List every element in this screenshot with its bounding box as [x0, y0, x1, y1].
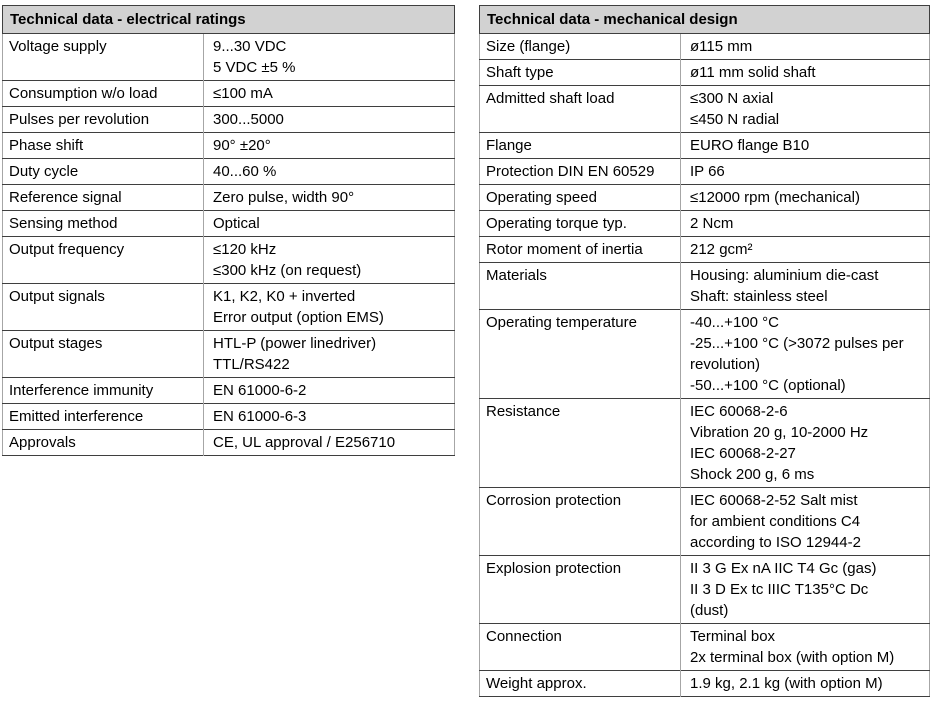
table-row: Corrosion protection IEC 60068-2-52 Salt … [479, 487, 930, 556]
spec-value: Housing: aluminium die-cast Shaft: stain… [680, 262, 930, 310]
spec-value: EURO flange B10 [680, 132, 930, 159]
spec-label: Weight approx. [479, 670, 681, 697]
spec-label: Emitted interference [2, 403, 204, 430]
spec-value: EN 61000-6-3 [203, 403, 455, 430]
table-row: Resistance IEC 60068-2-6 Vibration 20 g, … [479, 398, 930, 488]
table-row: Shaft type ø11 mm solid shaft [479, 59, 930, 86]
spec-label: Operating temperature [479, 309, 681, 399]
table-row: Explosion protection II 3 G Ex nA IIC T4 … [479, 555, 930, 624]
spec-value: Optical [203, 210, 455, 237]
spec-label: Explosion protection [479, 555, 681, 624]
spec-value: HTL-P (power linedriver) TTL/RS422 [203, 330, 455, 378]
table-row: Output frequency ≤120 kHz ≤300 kHz (on re… [2, 236, 455, 284]
spec-label: Sensing method [2, 210, 204, 237]
spec-value: 9...30 VDC 5 VDC ±5 % [203, 33, 455, 81]
spec-value: IEC 60068-2-6 Vibration 20 g, 10-2000 Hz… [680, 398, 930, 488]
table-row: Size (flange) ø115 mm [479, 33, 930, 60]
spec-label: Output frequency [2, 236, 204, 284]
spec-label: Materials [479, 262, 681, 310]
spec-label: Consumption w/o load [2, 80, 204, 107]
spec-value: 300...5000 [203, 106, 455, 133]
table-row: Protection DIN EN 60529 IP 66 [479, 158, 930, 185]
spec-value: ø11 mm solid shaft [680, 59, 930, 86]
electrical-ratings-table: Technical data - electrical ratings Volt… [2, 5, 455, 456]
spec-value: 90° ±20° [203, 132, 455, 159]
spec-label: Duty cycle [2, 158, 204, 185]
table-row: Flange EURO flange B10 [479, 132, 930, 159]
spec-label: Shaft type [479, 59, 681, 86]
spec-value: 1.9 kg, 2.1 kg (with option M) [680, 670, 930, 697]
table-header-row: Technical data - mechanical design [479, 5, 930, 34]
spec-label: Pulses per revolution [2, 106, 204, 133]
table-row: Reference signal Zero pulse, width 90° [2, 184, 455, 211]
spec-value: ≤12000 rpm (mechanical) [680, 184, 930, 211]
spec-label: Flange [479, 132, 681, 159]
spec-value: II 3 G Ex nA IIC T4 Gc (gas) II 3 D Ex t… [680, 555, 930, 624]
table-row: Materials Housing: aluminium die-cast Sha… [479, 262, 930, 310]
mechanical-design-table: Technical data - mechanical design Size … [479, 5, 930, 697]
table-row: Connection Terminal box 2x terminal box (… [479, 623, 930, 671]
spec-value: ≤120 kHz ≤300 kHz (on request) [203, 236, 455, 284]
spec-label: Connection [479, 623, 681, 671]
table-title: Technical data - electrical ratings [2, 5, 455, 34]
table-row: Phase shift 90° ±20° [2, 132, 455, 159]
spec-value: Terminal box 2x terminal box (with optio… [680, 623, 930, 671]
spec-label: Reference signal [2, 184, 204, 211]
spec-label: Interference immunity [2, 377, 204, 404]
spec-label: Phase shift [2, 132, 204, 159]
spec-label: Size (flange) [479, 33, 681, 60]
spec-value: Zero pulse, width 90° [203, 184, 455, 211]
spec-label: Output stages [2, 330, 204, 378]
spec-value: EN 61000-6-2 [203, 377, 455, 404]
spec-label: Corrosion protection [479, 487, 681, 556]
table-row: Output signals K1, K2, K0 + inverted Erro… [2, 283, 455, 331]
spec-value: IP 66 [680, 158, 930, 185]
table-row: Duty cycle 40...60 % [2, 158, 455, 185]
table-row: Consumption w/o load ≤100 mA [2, 80, 455, 107]
table-row: Voltage supply 9...30 VDC 5 VDC ±5 % [2, 33, 455, 81]
spec-label: Admitted shaft load [479, 85, 681, 133]
spec-value: ø115 mm [680, 33, 930, 60]
spec-value: CE, UL approval / E256710 [203, 429, 455, 456]
spec-label: Rotor moment of inertia [479, 236, 681, 263]
table-row: Operating temperature -40...+100 °C -25..… [479, 309, 930, 399]
table-row: Sensing method Optical [2, 210, 455, 237]
spec-value: K1, K2, K0 + inverted Error output (opti… [203, 283, 455, 331]
table-title: Technical data - mechanical design [479, 5, 930, 34]
spec-label: Operating speed [479, 184, 681, 211]
table-row: Pulses per revolution 300...5000 [2, 106, 455, 133]
spec-label: Voltage supply [2, 33, 204, 81]
spec-label: Approvals [2, 429, 204, 456]
spec-value: IEC 60068-2-52 Salt mist for ambient con… [680, 487, 930, 556]
table-row: Rotor moment of inertia 212 gcm² [479, 236, 930, 263]
table-row: Operating speed ≤12000 rpm (mechanical) [479, 184, 930, 211]
spec-label: Output signals [2, 283, 204, 331]
spec-value: -40...+100 °C -25...+100 °C (>3072 pulse… [680, 309, 930, 399]
table-row: Approvals CE, UL approval / E256710 [2, 429, 455, 456]
spec-value: 212 gcm² [680, 236, 930, 263]
spec-value: 2 Ncm [680, 210, 930, 237]
spec-value: ≤300 N axial ≤450 N radial [680, 85, 930, 133]
spec-label: Resistance [479, 398, 681, 488]
table-row: Weight approx. 1.9 kg, 2.1 kg (with optio… [479, 670, 930, 697]
table-header-row: Technical data - electrical ratings [2, 5, 455, 34]
spec-label: Operating torque typ. [479, 210, 681, 237]
table-row: Interference immunity EN 61000-6-2 [2, 377, 455, 404]
table-row: Admitted shaft load ≤300 N axial ≤450 N r… [479, 85, 930, 133]
table-row: Emitted interference EN 61000-6-3 [2, 403, 455, 430]
spec-value: 40...60 % [203, 158, 455, 185]
table-row: Output stages HTL-P (power linedriver) TT… [2, 330, 455, 378]
spec-label: Protection DIN EN 60529 [479, 158, 681, 185]
spec-value: ≤100 mA [203, 80, 455, 107]
table-row: Operating torque typ. 2 Ncm [479, 210, 930, 237]
